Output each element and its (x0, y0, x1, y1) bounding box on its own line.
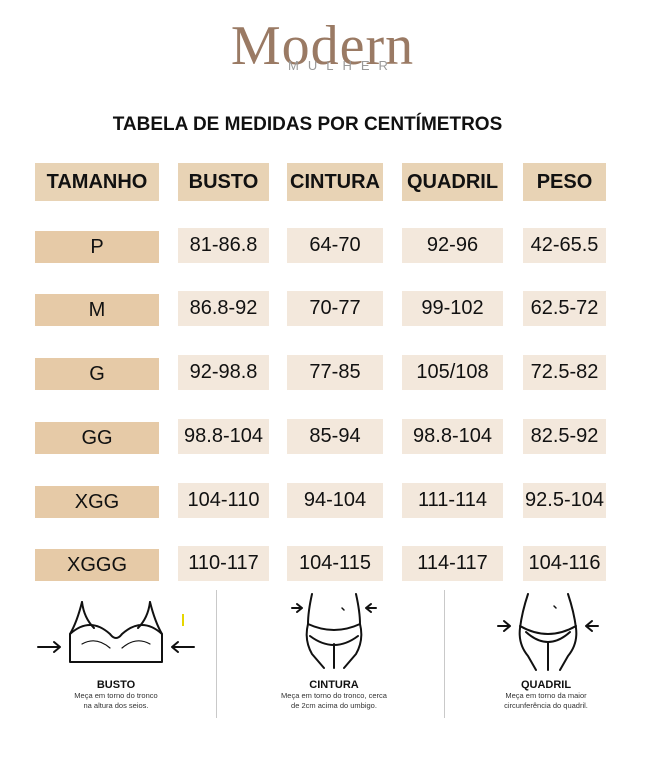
cintura-desc-line2: de 2cm acima do umbigo. (291, 701, 377, 710)
header-cintura: CINTURA (287, 163, 383, 201)
divider (216, 590, 217, 718)
cintura-title: CINTURA (309, 679, 359, 691)
brand-logo: Modern (0, 18, 645, 74)
quadril-cell: 98.8-104 (402, 419, 503, 454)
peso-cell: 42-65.5 (523, 228, 606, 263)
cintura-cell: 85-94 (287, 419, 383, 454)
decorative-mark (182, 614, 184, 626)
header-tamanho: TAMANHO (35, 163, 159, 201)
peso-cell: 62.5-72 (523, 291, 606, 326)
cintura-desc-line1: Meça em torno do tronco, cerca (281, 691, 387, 700)
page-title: TABELA DE MEDIDAS POR CENTÍMETROS (112, 114, 503, 135)
header-quadril: QUADRIL (402, 163, 503, 201)
busto-cell: 86.8-92 (178, 291, 269, 326)
divider (444, 590, 445, 718)
size-cell: XGGG (35, 549, 159, 581)
busto-cell: 92-98.8 (178, 355, 269, 390)
peso-cell: 72.5-82 (523, 355, 606, 390)
cintura-cell: 77-85 (287, 355, 383, 390)
size-cell: XGG (35, 486, 159, 518)
size-cell: M (35, 294, 159, 326)
peso-cell: 92.5-104 (523, 483, 606, 518)
busto-desc-line2: na altura dos seios. (83, 701, 149, 710)
cintura-cell: 70-77 (287, 291, 383, 326)
logo-wordmark: Modern (230, 15, 415, 77)
busto-desc-line1: Meça em torno do tronco (74, 691, 158, 700)
bra-icon (37, 601, 195, 663)
size-cell: GG (35, 422, 159, 454)
peso-cell: 82.5-92 (523, 419, 606, 454)
busto-title: BUSTO (96, 679, 136, 691)
cintura-cell: 64-70 (287, 228, 383, 263)
quadril-desc-line1: Meça em torno da maior (505, 691, 587, 700)
busto-cell: 81-86.8 (178, 228, 269, 263)
header-busto: BUSTO (178, 163, 269, 201)
header-peso: PESO (523, 163, 606, 201)
busto-cell: 110-117 (178, 546, 269, 581)
quadril-cell: 99-102 (402, 291, 503, 326)
busto-cell: 104-110 (178, 483, 269, 518)
logo-subtitle: MULHER (288, 58, 397, 73)
quadril-guide: QUADRIL Meça em torno da maior circunfer… (456, 592, 636, 711)
cintura-cell: 94-104 (287, 483, 383, 518)
waist-icon (291, 593, 377, 669)
quadril-title: QUADRIL (520, 679, 572, 691)
quadril-cell: 114-117 (402, 546, 503, 581)
cintura-cell: 104-115 (287, 546, 383, 581)
busto-cell: 98.8-104 (178, 419, 269, 454)
quadril-cell: 111-114 (402, 483, 503, 518)
quadril-desc-line2: circunferência do quadril. (504, 701, 588, 710)
busto-guide: BUSTO Meça em torno do tronco na altura … (30, 592, 202, 711)
quadril-cell: 105/108 (402, 355, 503, 390)
cintura-guide: CINTURA Meça em torno do tronco, cerca d… (246, 592, 422, 711)
size-cell: G (35, 358, 159, 390)
quadril-cell: 92-96 (402, 228, 503, 263)
size-cell: P (35, 231, 159, 263)
hip-icon (497, 593, 599, 671)
peso-cell: 104-116 (523, 546, 606, 581)
